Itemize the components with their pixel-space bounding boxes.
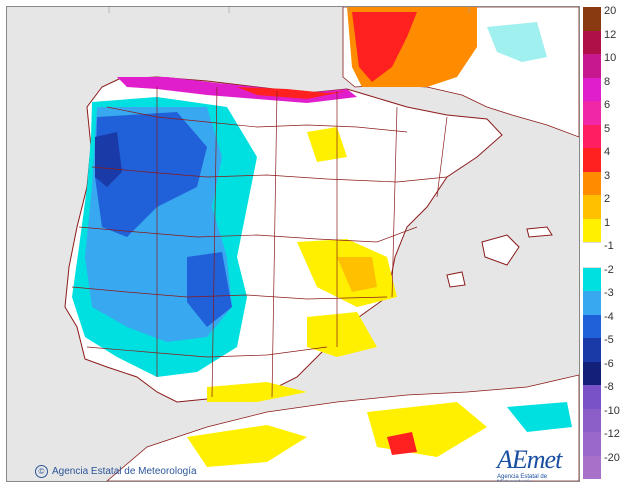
balearic-ibiza [446, 271, 466, 288]
legend-label: -2 [604, 263, 614, 276]
legend-swatch [583, 101, 601, 125]
copyright-icon: © [35, 465, 48, 478]
legend-label: 4 [604, 146, 611, 158]
legend-swatch [583, 267, 601, 291]
legend-swatch [583, 195, 601, 219]
legend-label: -5 [604, 334, 614, 346]
legend-label: 12 [604, 28, 617, 41]
legend-swatch [583, 432, 601, 456]
anomaly-map: © Agencia Estatal de Meteorología AEmet A… [6, 6, 580, 482]
legend-swatch [583, 385, 601, 409]
legend-swatch [583, 148, 601, 172]
legend-label: 20 [604, 5, 617, 17]
legend-swatch [583, 314, 601, 338]
legend-label: -20 [604, 451, 620, 464]
legend-swatch [583, 7, 601, 31]
legend-label: 8 [604, 75, 611, 88]
africa-anomaly-3 [387, 432, 417, 455]
iberia-blue [95, 112, 207, 237]
south-yellow [207, 382, 307, 402]
legend-label: 2 [604, 193, 611, 205]
east-orange [337, 257, 377, 292]
legend-swatch [583, 54, 601, 78]
logo-wordmark: AEmet [497, 445, 562, 474]
legend-swatch [583, 171, 601, 195]
legend-label: 5 [604, 122, 611, 135]
legend-swatch [583, 338, 601, 362]
balearic-mallorca [481, 234, 520, 266]
legend-swatch [583, 361, 601, 385]
legend-swatch [583, 291, 601, 315]
iberia-blue-south [187, 252, 232, 327]
cantabrian-red [237, 87, 347, 99]
legend-label: 1 [604, 216, 611, 229]
agency-credit: © Agencia Estatal de Meteorología [35, 465, 197, 478]
balearic-menorca [526, 226, 553, 238]
legend-label: 3 [604, 169, 611, 182]
legend-label: -1 [604, 240, 614, 252]
legend-label: -8 [604, 381, 614, 393]
africa-anomaly-1 [187, 425, 307, 467]
legend-swatch [583, 408, 601, 432]
graticule [108, 7, 470, 13]
legend-label: -10 [604, 404, 620, 417]
legend-swatch [583, 218, 601, 242]
legend-swatch [583, 77, 601, 101]
legend-swatch [583, 242, 601, 268]
map-canvas [7, 7, 579, 481]
east-yellow-2 [307, 312, 377, 357]
legend-label: 6 [604, 99, 611, 111]
france-anomaly-red [352, 12, 417, 82]
legend-label: -6 [604, 357, 614, 370]
aemet-logo: AEmet Agencia Estatal de Meteorología [497, 447, 579, 482]
legend-swatch [583, 455, 601, 479]
logo-subtitle: Agencia Estatal de Meteorología [497, 474, 548, 481]
color-legend [583, 7, 601, 479]
africa-anomaly-4 [507, 402, 572, 432]
legend-label: -4 [604, 310, 614, 323]
province-boundaries [71, 86, 448, 398]
legend-swatch [583, 124, 601, 148]
legend-swatch [583, 30, 601, 54]
iberia-dark-blue [95, 132, 122, 187]
legend-label: -3 [604, 287, 614, 299]
france-cyan [487, 22, 547, 62]
legend-label: -12 [604, 428, 620, 440]
legend-label: 10 [604, 52, 617, 64]
